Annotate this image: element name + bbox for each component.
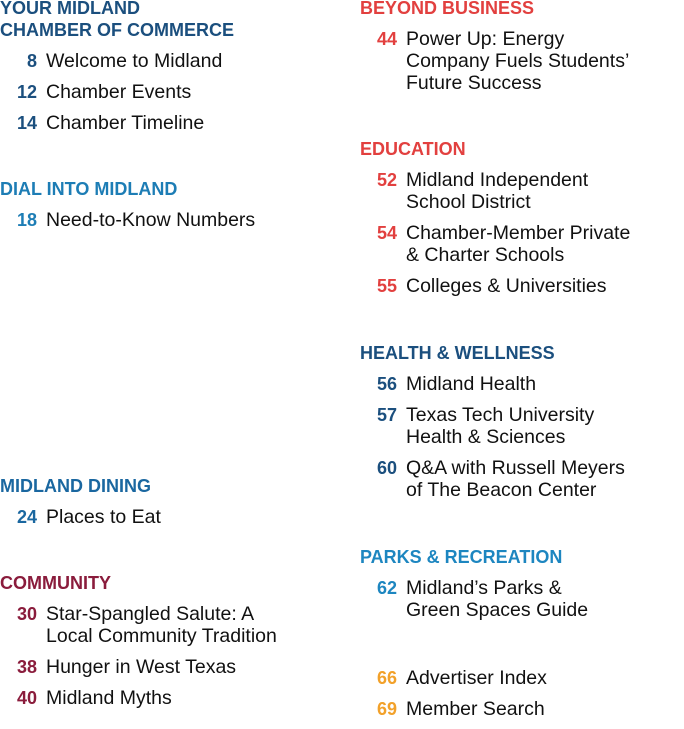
entry-title: Places to Eat: [46, 506, 161, 528]
page-number: 60: [376, 458, 397, 478]
entry-title: Midland’s Parks &: [406, 577, 562, 599]
page-number: 62: [376, 578, 397, 598]
entry-title: Future Success: [406, 72, 542, 94]
entry-title: Midland Independent: [406, 169, 589, 191]
entry-title: Colleges & Universities: [406, 275, 607, 297]
page-number: 66: [376, 668, 397, 688]
entry-title: Chamber Timeline: [46, 112, 205, 134]
page-number: 14: [16, 113, 37, 133]
page-number: 69: [376, 699, 397, 719]
entry-title: Midland Health: [406, 373, 537, 395]
entry-title: Star-Spangled Salute: A: [46, 603, 255, 625]
page-number: 44: [376, 29, 397, 49]
section-header: CHAMBER OF COMMERCE: [0, 20, 234, 40]
entry-title: & Charter Schools: [406, 244, 565, 266]
entry-title: Local Community Tradition: [46, 625, 277, 647]
entry-title: Member Search: [406, 698, 545, 720]
page-number: 40: [16, 688, 37, 708]
entry-title: Welcome to Midland: [46, 50, 223, 72]
entry-title: Power Up: Energy: [406, 28, 565, 50]
page-number: 12: [16, 82, 37, 102]
page-number: 55: [376, 276, 397, 296]
section-header: PARKS & RECREATION: [360, 547, 563, 567]
page-number: 8: [26, 51, 37, 71]
page-number: 52: [376, 170, 397, 190]
section-header: DIAL INTO MIDLAND: [0, 179, 178, 199]
page-number: 24: [16, 507, 37, 527]
page-number: 57: [376, 405, 397, 425]
entry-title: Hunger in West Texas: [46, 656, 237, 678]
entry-title: Health & Sciences: [406, 426, 566, 448]
entry-title: Advertiser Index: [406, 667, 547, 689]
section-header: BEYOND BUSINESS: [360, 0, 535, 18]
page-number: 30: [16, 604, 37, 624]
page-number: 38: [16, 657, 37, 677]
section-header: HEALTH & WELLNESS: [360, 343, 555, 363]
section-header: EDUCATION: [360, 139, 466, 159]
page-number: 54: [376, 223, 397, 243]
entry-title: Chamber Events: [46, 81, 192, 103]
entry-title: Green Spaces Guide: [406, 599, 589, 621]
entry-title: Q&A with Russell Meyers: [406, 457, 625, 479]
section-header: YOUR MIDLAND: [0, 0, 140, 18]
entry-title: Texas Tech University: [406, 404, 595, 426]
entry-title: Chamber-Member Private: [406, 222, 631, 244]
entry-title: Company Fuels Students’: [406, 50, 630, 72]
entry-title: School District: [406, 191, 531, 213]
entry-title: Midland Myths: [46, 687, 172, 709]
section-header: COMMUNITY: [0, 573, 111, 593]
entry-title: Need-to-Know Numbers: [46, 209, 256, 231]
page-number: 18: [16, 210, 37, 230]
section-header: MIDLAND DINING: [0, 476, 151, 496]
entry-title: of The Beacon Center: [406, 479, 597, 501]
page-number: 56: [376, 374, 397, 394]
